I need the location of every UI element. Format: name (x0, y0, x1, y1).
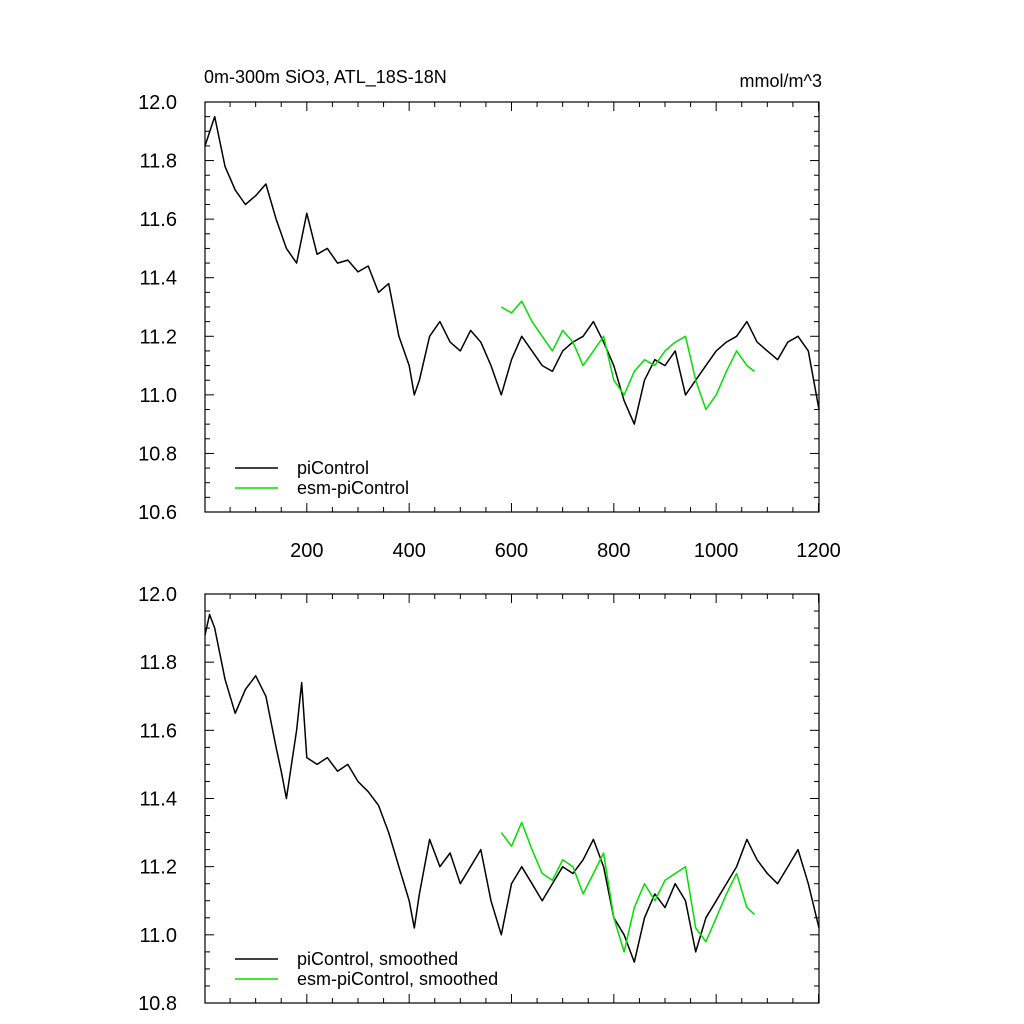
x-tick-label: 1200 (796, 540, 841, 562)
x-tick-label: 1000 (694, 540, 739, 562)
series-line-esm-picontrol (500, 300, 755, 411)
y-tick-label: 11.6 (140, 209, 177, 231)
x-tick-label: 200 (290, 540, 323, 562)
y-tick-label: 11.8 (140, 151, 177, 173)
chart-panel-2: 10.8 11.0 11.2 11.4 11.6 11.8 12.0 piControl, s… (138, 584, 820, 1015)
y-tick-label: 10.8 (138, 993, 177, 1015)
x-tick-label: 400 (392, 540, 425, 562)
y-tick-label: 11.4 (140, 268, 177, 290)
series-line-esm-picontrol-smoothed (500, 821, 756, 953)
x-tick-label: 800 (597, 540, 630, 562)
y-tick-label: 11.0 (140, 385, 177, 407)
legend-label: piControl, smoothed (297, 949, 458, 969)
y-tick-label: 11.2 (140, 857, 177, 879)
legend-label: esm-piControl (297, 478, 409, 498)
series-line-picontrol (204, 115, 820, 425)
y-tick-label: 11.0 (140, 925, 177, 947)
y-tick-label: 12.0 (138, 92, 177, 114)
plot-frame (204, 101, 820, 513)
y-tick-label: 12.0 (138, 584, 177, 606)
y-tick-label: 11.4 (140, 789, 177, 811)
y-tick-label: 10.6 (138, 502, 177, 524)
x-tick-label: 600 (495, 540, 528, 562)
series-line-picontrol-smoothed (204, 613, 820, 963)
y-tick-label: 11.2 (140, 326, 177, 348)
units-label: mmol/m^3 (740, 71, 822, 91)
y-tick-label: 11.6 (140, 720, 177, 742)
y-tick-label: 10.8 (138, 443, 177, 465)
legend-label: esm-piControl, smoothed (297, 969, 498, 989)
chart-title: 0m-300m SiO3, ATL_18S-18N (204, 67, 447, 88)
y-tick-label: 11.8 (140, 652, 177, 674)
chart-panel-1: 10.6 10.8 11.0 11.2 11.4 11.6 11.8 12.0 200 400 60… (138, 92, 841, 562)
plot-frame (204, 593, 820, 1004)
legend-label: piControl (297, 458, 369, 478)
